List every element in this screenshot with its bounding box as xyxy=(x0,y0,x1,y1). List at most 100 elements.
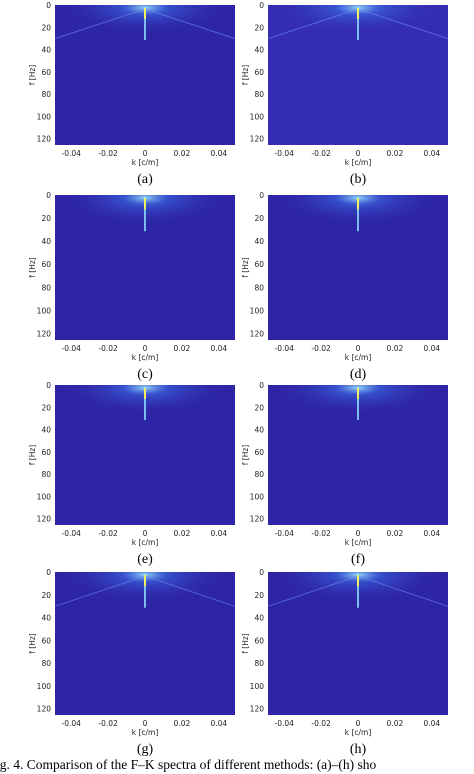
y-tick-label: 80 xyxy=(254,470,264,479)
y-tick-label: 60 xyxy=(41,636,51,645)
y-tick-label: 120 xyxy=(37,515,52,524)
dispersion-line xyxy=(357,8,449,40)
x-tick-label: -0.02 xyxy=(311,719,331,728)
x-tick-label: 0.04 xyxy=(423,149,440,158)
y-tick-label: 120 xyxy=(37,135,52,144)
y-tick-label: 20 xyxy=(41,403,51,412)
x-tick-label: 0.02 xyxy=(387,344,404,353)
x-tick-label: 0 xyxy=(143,344,148,353)
y-tick-label: 60 xyxy=(254,636,264,645)
x-tick-label: -0.02 xyxy=(98,719,118,728)
y-tick-label: 80 xyxy=(254,283,264,292)
y-tick-label: 40 xyxy=(41,426,51,435)
panel-label: (h) xyxy=(350,742,367,757)
y-tick-label: 0 xyxy=(46,568,51,577)
x-axis-label: k [c/m] xyxy=(132,353,159,362)
x-tick-label: 0.04 xyxy=(210,719,227,728)
x-tick-label: 0.04 xyxy=(423,529,440,538)
y-tick-label: 80 xyxy=(254,90,264,99)
y-axis-label: f [Hz] xyxy=(241,633,250,654)
x-tick-label: -0.02 xyxy=(311,529,331,538)
x-axis-label: k [c/m] xyxy=(132,728,159,737)
x-tick-label: 0.02 xyxy=(387,529,404,538)
y-tick-label: 0 xyxy=(46,381,51,390)
x-tick-label: 0.02 xyxy=(174,149,191,158)
y-tick-label: 0 xyxy=(259,1,264,10)
y-tick-label: 20 xyxy=(254,591,264,600)
y-tick-label: 20 xyxy=(41,214,51,223)
x-tick-label: 0 xyxy=(143,529,148,538)
y-tick-label: 80 xyxy=(41,90,51,99)
y-tick-label: 120 xyxy=(250,515,265,524)
x-tick-label: -0.04 xyxy=(61,149,81,158)
panel-label: (a) xyxy=(137,172,153,187)
y-tick-label: 20 xyxy=(254,214,264,223)
y-tick-label: 100 xyxy=(250,306,265,315)
y-axis-label: f [Hz] xyxy=(28,65,37,86)
x-tick-label: 0.02 xyxy=(174,719,191,728)
y-tick-label: 20 xyxy=(41,23,51,32)
y-tick-label: 80 xyxy=(41,659,51,668)
x-tick-label: 0.02 xyxy=(387,719,404,728)
dispersion-line xyxy=(54,8,146,40)
panel: -0.04 -0.02 0 0.02 0.04 0 20 40 60 80 100 120 k [c/m… xyxy=(28,381,235,567)
y-tick-label: 60 xyxy=(41,260,51,269)
y-axis-label: f [Hz] xyxy=(241,257,250,278)
panel: -0.04 -0.02 0 0.02 0.04 0 20 40 60 80 100 120 k [c/m… xyxy=(241,191,448,382)
y-tick-label: 100 xyxy=(37,112,52,121)
x-tick-label: 0.02 xyxy=(387,149,404,158)
y-tick-label: 40 xyxy=(254,426,264,435)
y-tick-label: 0 xyxy=(259,568,264,577)
x-tick-label: -0.02 xyxy=(311,149,331,158)
y-tick-label: 60 xyxy=(254,260,264,269)
y-tick-label: 120 xyxy=(250,705,265,714)
y-tick-label: 0 xyxy=(46,1,51,10)
panel: -0.04 -0.02 0 0.02 0.04 0 20 40 60 80 100 120 k [c/m… xyxy=(241,1,449,187)
y-axis-label: f [Hz] xyxy=(28,445,37,466)
x-axis-label: k [c/m] xyxy=(345,353,372,362)
panel-label: (f) xyxy=(351,552,365,567)
x-tick-label: 0 xyxy=(143,149,148,158)
y-tick-label: 60 xyxy=(41,448,51,457)
x-axis-label: k [c/m] xyxy=(132,158,159,167)
y-tick-label: 40 xyxy=(41,237,51,246)
y-tick-label: 80 xyxy=(254,659,264,668)
y-tick-label: 100 xyxy=(37,306,52,315)
y-tick-label: 100 xyxy=(250,492,265,501)
y-tick-label: 20 xyxy=(254,23,264,32)
x-tick-label: 0.04 xyxy=(423,344,440,353)
y-tick-label: 80 xyxy=(41,283,51,292)
y-axis-label: f [Hz] xyxy=(241,65,250,86)
x-tick-label: -0.04 xyxy=(274,529,294,538)
x-tick-label: -0.02 xyxy=(98,149,118,158)
panel-label: (c) xyxy=(137,367,153,382)
x-tick-label: 0 xyxy=(356,719,361,728)
panel-label: (b) xyxy=(350,172,367,187)
panel: -0.04 -0.02 0 0.02 0.04 0 20 40 60 80 100 120 k [c/m… xyxy=(28,568,236,757)
dispersion-line xyxy=(144,8,236,40)
x-tick-label: 0.02 xyxy=(174,344,191,353)
panel: -0.04 -0.02 0 0.02 0.04 0 20 40 60 80 100 120 k [c/m… xyxy=(241,568,449,757)
y-tick-label: 60 xyxy=(41,68,51,77)
x-tick-label: -0.02 xyxy=(98,529,118,538)
y-tick-label: 40 xyxy=(254,614,264,623)
y-tick-label: 120 xyxy=(250,135,265,144)
y-tick-label: 120 xyxy=(37,705,52,714)
x-tick-label: 0.04 xyxy=(210,529,227,538)
panel: -0.04 -0.02 0 0.02 0.04 0 20 40 60 80 100 120 k [c/m… xyxy=(28,1,236,187)
x-tick-label: -0.04 xyxy=(61,344,81,353)
x-axis-label: k [c/m] xyxy=(345,728,372,737)
x-tick-label: -0.04 xyxy=(61,529,81,538)
panel-label: (g) xyxy=(137,742,154,757)
y-axis-label: f [Hz] xyxy=(28,257,37,278)
x-axis-label: k [c/m] xyxy=(345,538,372,547)
x-axis-label: k [c/m] xyxy=(132,538,159,547)
y-tick-label: 60 xyxy=(254,448,264,457)
y-tick-label: 40 xyxy=(41,614,51,623)
x-axis-label: k [c/m] xyxy=(345,158,372,167)
y-tick-label: 20 xyxy=(254,403,264,412)
dispersion-line xyxy=(54,575,146,607)
y-tick-label: 100 xyxy=(250,682,265,691)
y-tick-label: 60 xyxy=(254,68,264,77)
